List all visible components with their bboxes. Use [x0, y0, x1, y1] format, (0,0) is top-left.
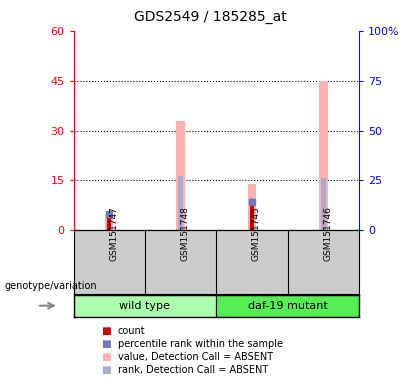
Text: ■: ■: [101, 326, 110, 336]
Bar: [105, 214, 113, 230]
Text: count: count: [118, 326, 145, 336]
Bar: [178, 177, 183, 230]
Bar: [250, 200, 254, 230]
Bar: [216, 295, 359, 317]
Text: ■: ■: [101, 365, 110, 375]
Text: daf-19 mutant: daf-19 mutant: [248, 301, 328, 311]
Bar: [176, 121, 185, 230]
Bar: [319, 81, 328, 230]
Text: rank, Detection Call = ABSENT: rank, Detection Call = ABSENT: [118, 365, 268, 375]
Bar: [321, 179, 326, 230]
Text: value, Detection Call = ABSENT: value, Detection Call = ABSENT: [118, 352, 273, 362]
Text: ■: ■: [101, 352, 110, 362]
Text: wild type: wild type: [119, 301, 171, 311]
Text: GDS2549 / 185285_at: GDS2549 / 185285_at: [134, 10, 286, 23]
Bar: [107, 214, 111, 230]
Point: [106, 211, 113, 217]
Point: [249, 199, 255, 205]
Text: GSM151746: GSM151746: [323, 206, 332, 261]
Text: GSM151745: GSM151745: [252, 206, 261, 261]
Text: genotype/variation: genotype/variation: [4, 281, 97, 291]
Text: percentile rank within the sample: percentile rank within the sample: [118, 339, 283, 349]
Text: ■: ■: [101, 339, 110, 349]
Bar: [248, 184, 256, 230]
Bar: [74, 295, 216, 317]
Text: GSM151747: GSM151747: [109, 206, 118, 261]
Bar: [250, 199, 254, 230]
Bar: [107, 214, 111, 230]
Text: GSM151748: GSM151748: [181, 206, 189, 261]
